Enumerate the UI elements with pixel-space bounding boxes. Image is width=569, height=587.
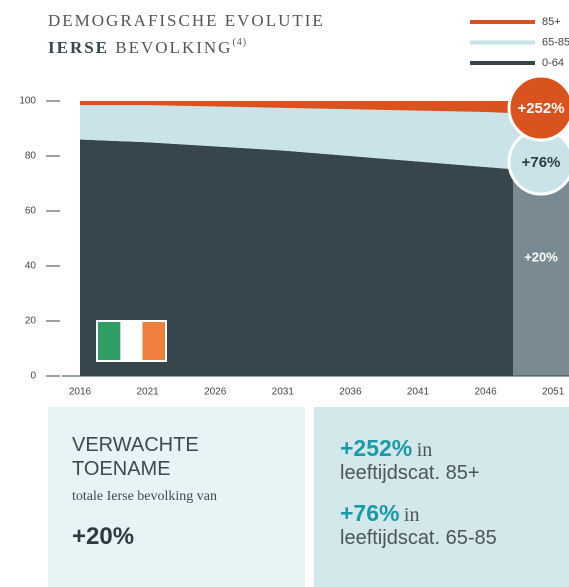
subtitle-rest: BEVOLKING: [115, 38, 232, 57]
summary-text: totale Ierse bevolking van: [72, 489, 218, 504]
x-tick-label: 2051: [542, 387, 565, 398]
x-tick-label: 2031: [272, 387, 295, 398]
y-tick-label: 20: [25, 316, 37, 327]
detail-value: +252%: [340, 435, 413, 461]
detail-item: +76% in leeftijdscat. 65-85: [340, 500, 543, 549]
highlight-column: [513, 172, 569, 376]
chart: DEMOGRAFISCHE EVOLUTIE IERSE BEVOLKING(4…: [19, 11, 569, 398]
detail-word: in: [416, 439, 433, 461]
area: [80, 101, 554, 115]
plot: 0 20 40 60 80 100 2016 2021 2026 2031 2036 2041 2046…: [19, 16, 569, 398]
chart-title: DEMOGRAFISCHE EVOLUTIE: [48, 11, 325, 30]
x-tick-label: 2026: [204, 387, 227, 398]
summary-value: +20%: [72, 523, 135, 550]
x-tick-label: 2016: [69, 387, 92, 398]
area: [80, 105, 554, 173]
annotation: +20%: [524, 249, 558, 264]
detail-value: +76%: [340, 500, 400, 526]
x-tick-label: 2046: [474, 387, 497, 398]
annotation: +252%: [517, 100, 564, 117]
legend-label: 0-64: [542, 57, 564, 69]
detail-text: leeftijdscat. 85+: [340, 462, 480, 484]
y-tick-label: 80: [25, 151, 37, 162]
flag-border: [96, 320, 167, 362]
legend-label: 65-85: [542, 36, 569, 48]
detail-word: in: [403, 504, 420, 526]
annotation: +76%: [522, 154, 561, 171]
bubble: [507, 74, 569, 142]
x-tick-label: 2036: [339, 387, 362, 398]
y-tick-label: 100: [19, 96, 36, 107]
subtitle-bold: IERSE: [48, 38, 109, 57]
legend-label: 85+: [542, 16, 561, 28]
x-tick-label: 2021: [136, 387, 159, 398]
summary-box: VERWACHTE TOENAME totale Ierse bevolking…: [48, 407, 305, 587]
detail-text: leeftijdscat. 65-85: [340, 527, 497, 549]
detail-box: +252% in leeftijdscat. 85+ +76% in leeftijd…: [314, 407, 569, 587]
area: [80, 139, 554, 376]
subtitle-note: (4): [232, 37, 247, 48]
summary-heading: VERWACHTE TOENAME: [72, 434, 199, 480]
flag-stripe: [142, 322, 165, 360]
detail-item: +252% in leeftijdscat. 85+: [340, 435, 543, 484]
chart-subtitle: IERSE BEVOLKING(4): [48, 37, 247, 57]
y-tick-label: 40: [25, 261, 37, 272]
x-tick-label: 2041: [407, 387, 430, 398]
y-tick-label: 60: [25, 206, 37, 217]
flag-stripe: [120, 322, 143, 360]
y-tick-label: 0: [30, 371, 36, 382]
flag-stripe: [98, 322, 121, 360]
